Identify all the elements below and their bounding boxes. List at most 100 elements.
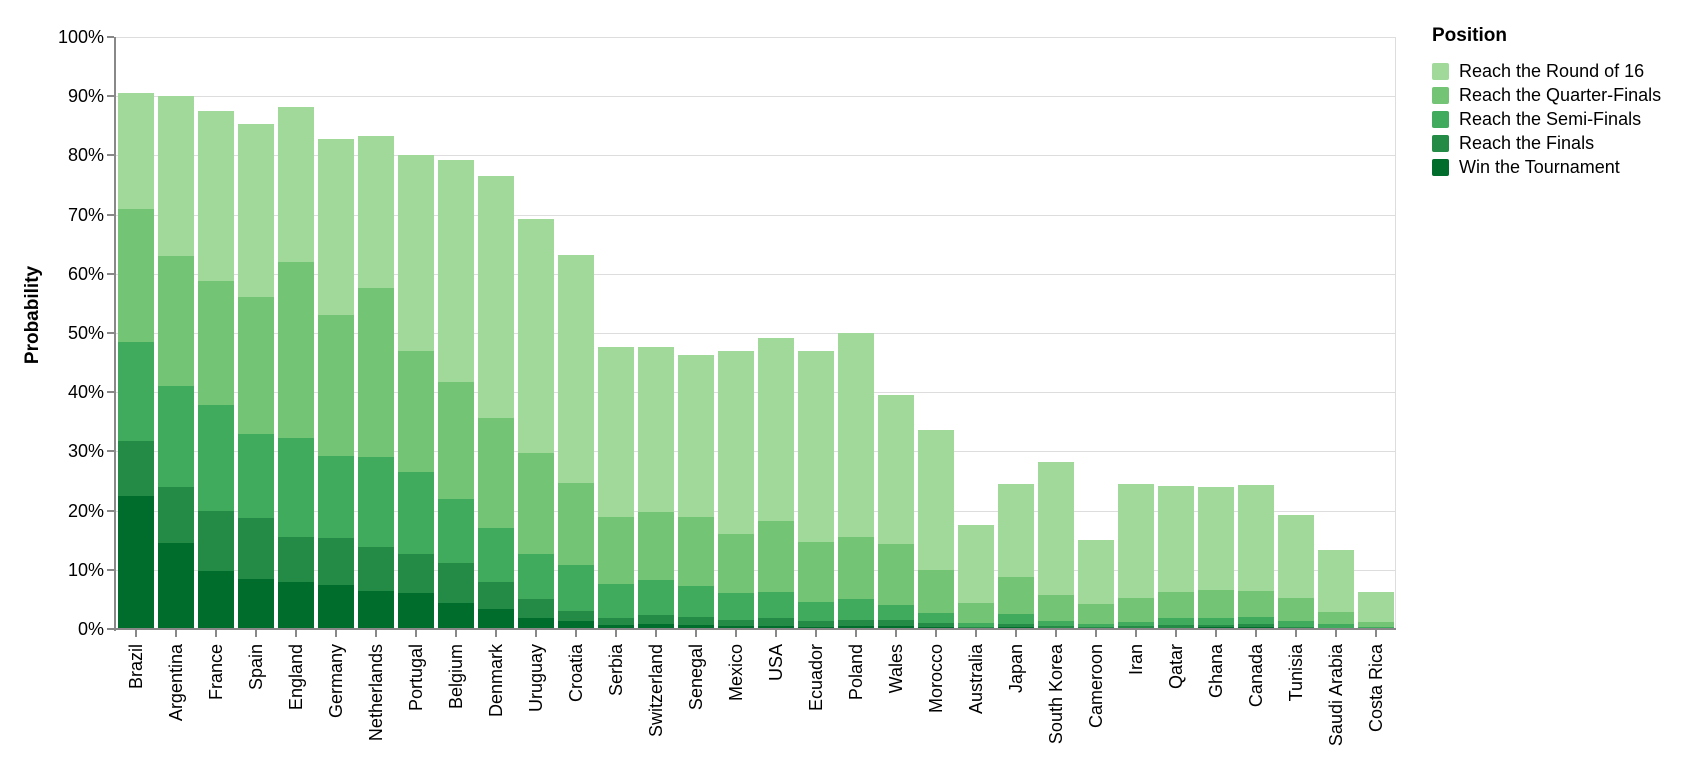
bar-south-korea-reach-the-semi-finals	[1038, 621, 1074, 629]
gridline-30pct	[116, 451, 1396, 453]
y-tick-label-10pct: 10%	[67, 559, 104, 580]
legend-item-reach-the-finals: Reach the Finals	[1432, 131, 1661, 155]
x-label-mexico: Mexico	[726, 644, 746, 702]
bar-serbia-win-the-tournament	[598, 624, 634, 629]
x-label-argentina: Argentina	[166, 644, 186, 722]
x-label-uruguay: Uruguay	[526, 644, 546, 713]
x-tick-mexico	[735, 630, 737, 637]
x-tick-brazil	[135, 630, 137, 637]
x-tick-france	[215, 630, 217, 637]
bar-costa-rica-reach-the-quarter-finals	[1358, 621, 1394, 629]
x-tick-iran	[1135, 630, 1137, 637]
x-label-france: France	[206, 644, 226, 701]
bar-qatar-reach-the-finals	[1158, 625, 1194, 629]
bar-france-win-the-tournament	[198, 570, 234, 629]
x-tick-portugal	[415, 630, 417, 637]
x-label-netherlands: Netherlands	[366, 644, 386, 742]
x-label-iran: Iran	[1126, 644, 1146, 676]
x-tick-australia	[975, 630, 977, 637]
x-tick-spain	[255, 630, 257, 637]
bar-usa-win-the-tournament	[758, 625, 794, 629]
y-tick-label-40pct: 40%	[67, 382, 104, 403]
x-label-canada: Canada	[1246, 644, 1266, 708]
legend-label-reach-the-round-of-16: Reach the Round of 16	[1459, 60, 1645, 81]
x-label-morocco: Morocco	[926, 644, 946, 714]
x-label-belgium: Belgium	[446, 644, 466, 710]
x-label-brazil: Brazil	[126, 644, 146, 690]
x-label-senegal: Senegal	[686, 644, 706, 711]
x-tick-japan	[1015, 630, 1017, 637]
bar-mexico-win-the-tournament	[718, 626, 754, 629]
legend-label-reach-the-semi-finals: Reach the Semi-Finals	[1459, 108, 1642, 129]
bar-ecuador-reach-the-finals	[798, 620, 834, 629]
bar-morocco-reach-the-finals	[918, 623, 954, 629]
bar-netherlands-win-the-tournament	[358, 590, 394, 629]
legend-swatch-reach-the-semi-finals	[1432, 110, 1449, 128]
legend-swatch-win-the-tournament	[1432, 158, 1449, 176]
bar-denmark-win-the-tournament	[478, 609, 514, 629]
bar-ghana-reach-the-finals	[1198, 624, 1234, 629]
y-tick-50pct	[107, 332, 114, 334]
legend-item-win-the-tournament: Win the Tournament	[1432, 155, 1661, 179]
bar-australia-reach-the-semi-finals	[958, 623, 994, 629]
legend-item-reach-the-round-of-16: Reach the Round of 16	[1432, 59, 1661, 83]
x-tick-qatar	[1175, 630, 1177, 637]
x-label-spain: Spain	[246, 644, 266, 691]
bar-england-win-the-tournament	[278, 581, 314, 629]
x-label-tunisia: Tunisia	[1286, 644, 1306, 702]
bar-south-korea-reach-the-finals	[1038, 626, 1074, 629]
x-label-usa: USA	[766, 644, 786, 682]
y-tick-70pct	[107, 213, 114, 216]
x-label-ecuador: Ecuador	[806, 644, 826, 712]
x-label-poland: Poland	[846, 644, 866, 701]
bar-wales-win-the-tournament	[878, 626, 914, 629]
x-label-wales: Wales	[886, 644, 906, 694]
bar-canada-reach-the-semi-finals	[1238, 617, 1274, 629]
bar-costa-rica-reach-the-semi-finals	[1358, 626, 1394, 629]
bar-germany-win-the-tournament	[318, 584, 354, 629]
y-tick-label-30pct: 30%	[67, 441, 104, 462]
y-tick-20pct	[107, 509, 114, 512]
x-tick-serbia	[615, 630, 617, 637]
x-tick-usa	[775, 630, 777, 637]
x-label-portugal: Portugal	[406, 644, 426, 712]
bar-belgium-win-the-tournament	[438, 602, 474, 629]
gridline-50pct	[116, 333, 1396, 334]
bar-usa-reach-the-finals	[758, 618, 794, 629]
x-label-germany: Germany	[326, 644, 346, 719]
y-tick-label-20pct: 20%	[67, 500, 104, 521]
bar-ghana-reach-the-semi-finals	[1198, 617, 1234, 629]
gridline-70pct	[116, 214, 1396, 216]
bar-wales-reach-the-finals	[878, 620, 914, 629]
x-tick-uruguay	[535, 630, 537, 637]
bar-poland-reach-the-finals	[838, 620, 874, 629]
gridline-100pct	[116, 37, 1396, 38]
x-tick-senegal	[695, 630, 697, 637]
gridline-60pct	[116, 273, 1396, 275]
x-tick-germany	[335, 630, 337, 637]
bar-poland-win-the-tournament	[838, 626, 874, 629]
y-tick-label-80pct: 80%	[67, 145, 104, 166]
plot-right-border	[1395, 37, 1396, 629]
x-tick-switzerland	[655, 630, 657, 637]
legend-label-win-the-tournament: Win the Tournament	[1459, 156, 1620, 177]
bar-portugal-win-the-tournament	[398, 592, 434, 629]
x-label-south-korea: South Korea	[1046, 644, 1066, 745]
x-tick-poland	[855, 630, 857, 637]
x-tick-morocco	[935, 630, 937, 637]
x-tick-england	[295, 630, 297, 637]
bar-qatar-reach-the-semi-finals	[1158, 618, 1194, 629]
legend-swatch-reach-the-round-of-16	[1432, 62, 1449, 80]
bar-spain-win-the-tournament	[238, 578, 274, 629]
gridline-80pct	[116, 155, 1396, 157]
bar-uruguay-win-the-tournament	[518, 617, 554, 629]
x-tick-south-korea	[1055, 630, 1057, 637]
bar-iran-reach-the-semi-finals	[1118, 622, 1154, 629]
legend-item-reach-the-semi-finals: Reach the Semi-Finals	[1432, 107, 1661, 131]
y-tick-label-60pct: 60%	[67, 263, 104, 284]
bar-tunisia-reach-the-semi-finals	[1278, 621, 1314, 629]
y-tick-80pct	[107, 154, 114, 157]
legend-swatch-reach-the-finals	[1432, 134, 1449, 152]
bar-switzerland-win-the-tournament	[638, 623, 674, 629]
y-tick-label-0pct: 0%	[77, 619, 104, 639]
